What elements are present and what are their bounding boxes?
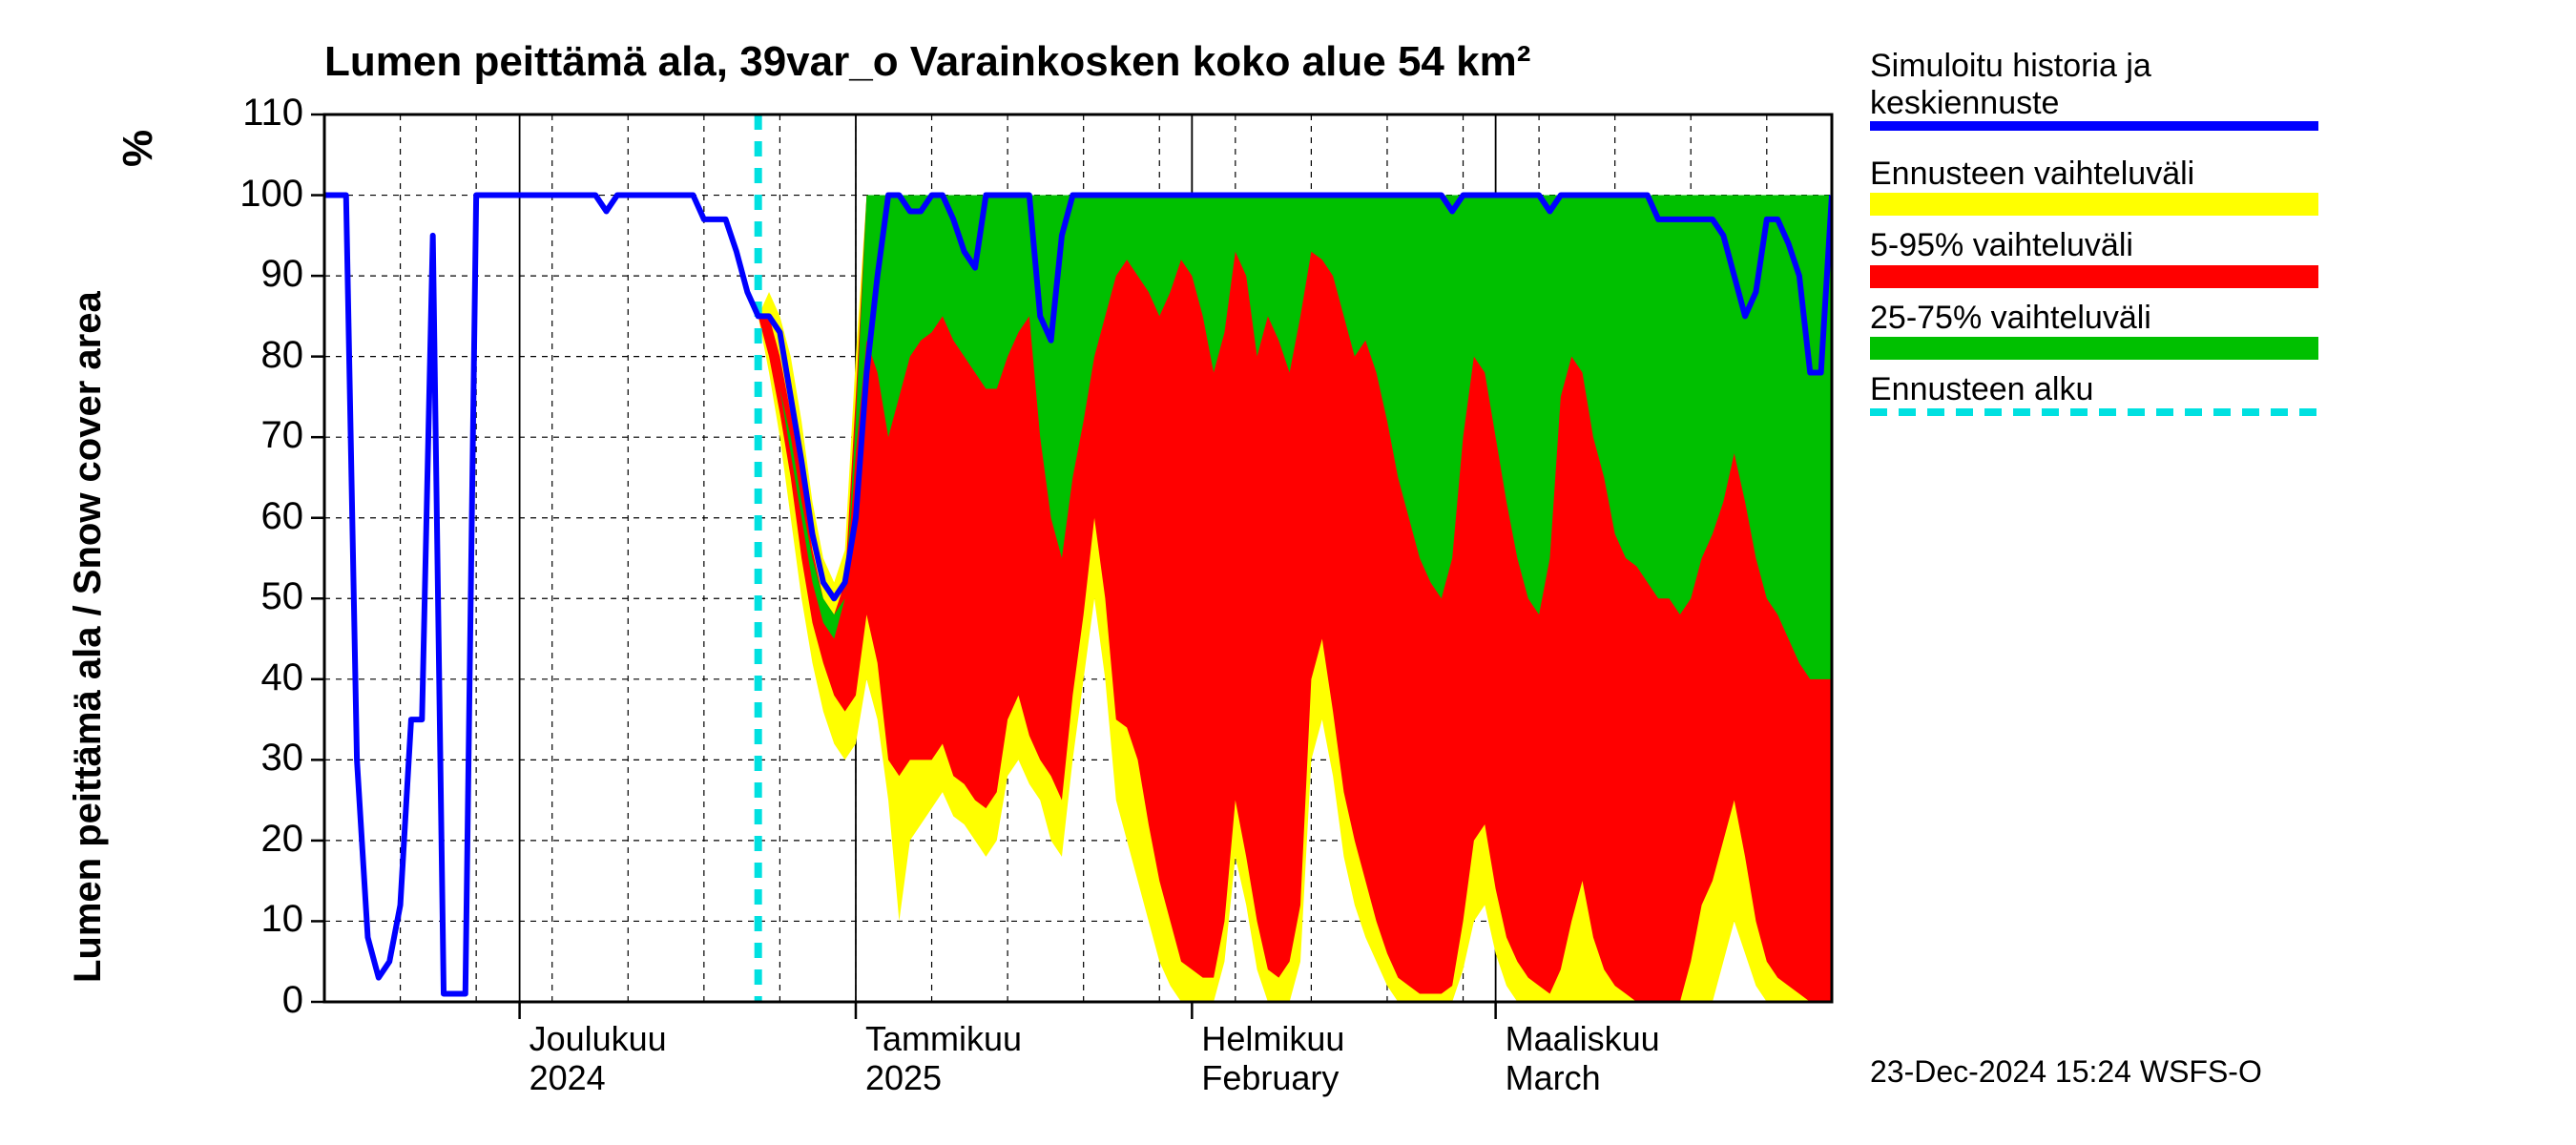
y-tick-label: 0 <box>282 979 303 1022</box>
x-month-label: Joulukuu <box>530 1019 667 1059</box>
x-month-label: Tammikuu <box>865 1019 1022 1059</box>
legend-label: 25-75% vaihteluväli <box>1870 300 2318 337</box>
x-month-label: Maaliskuu <box>1506 1019 1660 1059</box>
y-tick-label: 70 <box>261 414 304 457</box>
y-tick-label: 20 <box>261 818 304 861</box>
x-year-label: 2024 <box>530 1058 606 1098</box>
y-tick-label: 60 <box>261 495 304 538</box>
y-tick-label: 80 <box>261 334 304 377</box>
legend-swatch <box>1870 408 2318 416</box>
snow-cover-chart: Lumen peittämä ala, 39var_o Varainkosken… <box>0 0 2576 1145</box>
legend-label: Simuloitu historia jakeskiennuste <box>1870 48 2318 122</box>
x-year-label: March <box>1506 1058 1601 1098</box>
legend-label: Ennusteen vaihteluväli <box>1870 156 2318 193</box>
y-tick-label: 100 <box>239 173 303 216</box>
x-year-label: February <box>1201 1058 1339 1098</box>
x-year-label: 2025 <box>865 1058 942 1098</box>
legend-swatch <box>1870 193 2318 216</box>
y-tick-label: 40 <box>261 656 304 699</box>
y-tick-label: 10 <box>261 898 304 941</box>
y-tick-label: 90 <box>261 253 304 296</box>
legend-label: Ennusteen alku <box>1870 371 2318 408</box>
chart-footer: 23-Dec-2024 15:24 WSFS-O <box>1870 1054 2262 1090</box>
y-tick-label: 50 <box>261 575 304 618</box>
legend-swatch <box>1870 265 2318 288</box>
legend-swatch <box>1870 337 2318 360</box>
y-tick-label: 110 <box>242 92 303 135</box>
x-month-label: Helmikuu <box>1201 1019 1344 1059</box>
legend-label: 5-95% vaihteluväli <box>1870 227 2318 264</box>
y-tick-label: 30 <box>261 737 304 780</box>
legend-swatch <box>1870 121 2318 131</box>
